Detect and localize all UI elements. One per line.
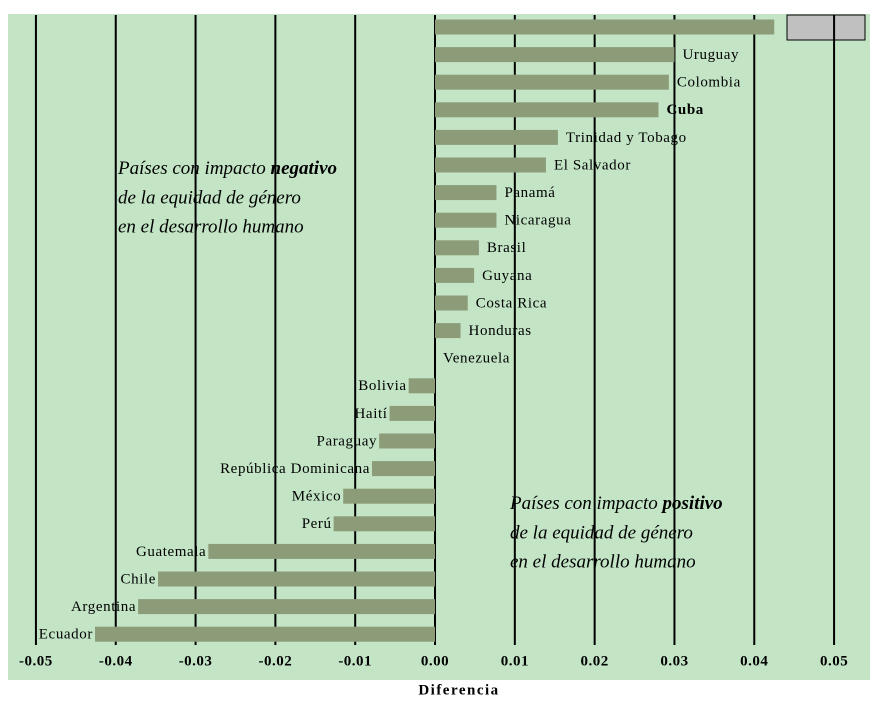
annotation-line: en el desarrollo humano xyxy=(510,551,696,572)
x-tick-label: 0.00 xyxy=(421,653,449,669)
category-label: Trinidad y Tobago xyxy=(566,130,687,146)
x-tick-label: 0.03 xyxy=(660,653,688,669)
category-label: Costa Rica xyxy=(476,295,547,311)
annotation-emphasis: positivo xyxy=(661,493,723,514)
category-label: Ecuador xyxy=(39,627,93,643)
bar xyxy=(435,212,497,228)
category-label: Guyana xyxy=(482,268,532,284)
bar xyxy=(435,157,546,173)
category-label: Nicaragua xyxy=(504,213,571,229)
category-label: Bolivia xyxy=(358,378,406,394)
x-tick-label: -0.01 xyxy=(338,653,372,669)
annotation-text: Países con impacto xyxy=(117,158,271,179)
annotation-line: de la equidad de género xyxy=(118,187,301,208)
legend-box xyxy=(786,14,866,41)
bar xyxy=(333,516,436,532)
category-label: México xyxy=(292,489,341,505)
bar xyxy=(343,488,436,504)
x-tick-label: 0.05 xyxy=(820,653,848,669)
bar xyxy=(435,19,775,35)
annotation-line: en el desarrollo humano xyxy=(118,216,304,237)
category-label: Argentina xyxy=(71,599,136,615)
x-tick-label: 0.04 xyxy=(740,653,768,669)
x-tick-label: -0.03 xyxy=(179,653,213,669)
category-label: Honduras xyxy=(469,323,532,339)
annotation-text: Países con impacto xyxy=(509,493,663,514)
x-axis-label: Diferencia xyxy=(418,682,499,698)
x-tick-label: -0.05 xyxy=(19,653,53,669)
category-label: Brasil xyxy=(487,240,526,256)
bar xyxy=(158,571,436,587)
x-tick-label: -0.02 xyxy=(259,653,293,669)
category-label: Venezuela xyxy=(443,351,510,367)
category-label: Cuba xyxy=(666,102,703,118)
x-tick-label: 0.02 xyxy=(581,653,609,669)
category-label: República Dominicana xyxy=(220,461,370,477)
category-label: Chile xyxy=(121,571,157,587)
bar xyxy=(138,599,436,615)
bar xyxy=(435,129,558,145)
category-label: Colombia xyxy=(677,75,741,91)
category-label: Uruguay xyxy=(682,47,739,63)
category-label: Perú xyxy=(302,516,332,532)
category-label: El Salvador xyxy=(554,157,631,173)
bar xyxy=(389,405,436,421)
bar xyxy=(379,433,436,449)
bar xyxy=(435,102,659,118)
category-label: Haití xyxy=(355,406,388,422)
bar xyxy=(435,74,669,90)
bar xyxy=(435,185,497,201)
bar xyxy=(435,47,675,63)
category-label: Guatemala xyxy=(136,544,206,560)
category-label: Panamá xyxy=(504,185,555,201)
bar xyxy=(435,240,479,256)
bar xyxy=(94,626,436,642)
x-tick-label: 0.01 xyxy=(501,653,529,669)
bar xyxy=(435,295,468,311)
bar xyxy=(435,323,461,339)
annotation-line: Países con impacto positivo xyxy=(509,493,723,514)
bar xyxy=(208,543,436,559)
category-label: Paraguay xyxy=(317,433,378,449)
annotation-line: Países con impacto negativo xyxy=(117,158,337,179)
x-tick-label: -0.04 xyxy=(99,653,133,669)
annotation-line: de la equidad de género xyxy=(510,522,693,543)
bar xyxy=(408,378,436,394)
bar xyxy=(435,267,475,283)
annotation-emphasis: negativo xyxy=(271,158,338,179)
plot-background xyxy=(8,14,870,680)
bar xyxy=(371,461,436,477)
